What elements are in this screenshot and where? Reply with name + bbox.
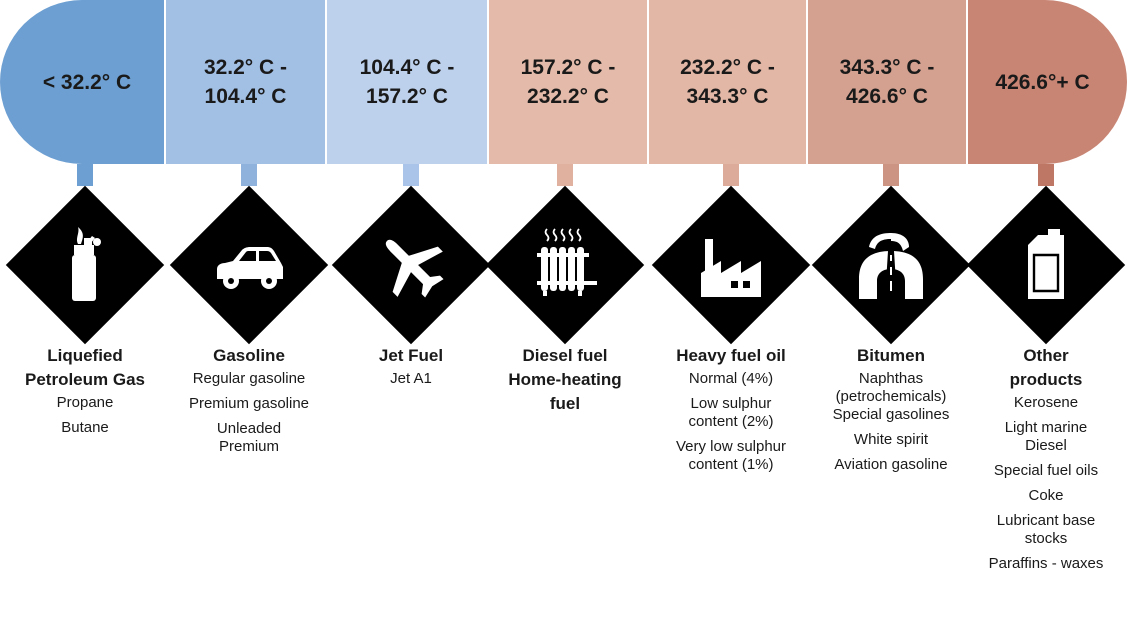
product-title-line: Home-heating [508,370,622,389]
product-title-line: products [1009,370,1083,389]
connector-stem [77,164,93,186]
product-title: Gasoline [170,344,328,368]
product-title-line: Petroleum Gas [25,370,145,389]
temperature-range-4: 157.2° C - 232.2° C [487,0,647,164]
icon-diamond [811,185,971,345]
airplane-icon [385,239,444,298]
product-item: Light marine Diesel [1004,419,1088,454]
product-title-line: Gasoline [213,346,285,365]
product-item: Paraffins - waxes [988,555,1104,572]
product-item: Normal (4%) [688,370,774,387]
temperature-range-3: 104.4° C - 157.2° C [325,0,487,164]
lighter-icon [72,227,101,301]
product-title: Other products [967,344,1125,392]
road-icon [859,233,923,299]
product-item: Propane [56,394,114,411]
connector-stem [241,164,257,186]
product-item: Butane [61,419,109,436]
product-item: Naphthas (petrochemicals) Special gasoline… [832,370,950,423]
product-item: Coke [1028,487,1064,504]
temperature-range-7: 426.6°+ C [966,0,1127,164]
temperature-range-2: 32.2° C - 104.4° C [164,0,325,164]
product-column: Jet Fuel Jet A1 [332,344,490,388]
product-item: Low sulphur content (2%) [688,395,774,430]
product-title: Liquefied Petroleum Gas [6,344,164,392]
product-column: Bitumen Naphthas (petrochemicals) Special g… [812,344,970,474]
temperature-range-1: < 32.2° C [0,0,164,164]
oil-can-icon [1028,229,1064,299]
product-title-line: fuel [549,394,581,413]
connector-stem [1038,164,1054,186]
product-column: Heavy fuel oil Normal (4%) Low sulphur cont… [652,344,810,474]
product-column: Liquefied Petroleum Gas Propane Butane [6,344,164,437]
product-item: White spirit [853,431,929,448]
temperature-range-6: 343.3° C - 426.6° C [806,0,966,164]
product-item: Lubricant base stocks [996,512,1096,547]
temperature-range-5: 232.2° C - 343.3° C [647,0,806,164]
product-item: Premium gasoline [188,395,310,412]
connector-stem [557,164,573,186]
product-title-line: Jet Fuel [378,346,444,365]
connector-stem [403,164,419,186]
product-title: Heavy fuel oil [652,344,810,368]
product-title: Diesel fuel Home-heating fuel [486,344,644,416]
product-title-line: Bitumen [857,346,925,365]
product-title-line: Other [1023,346,1069,365]
product-column: Gasoline Regular gasoline Premium gasoline… [170,344,328,456]
product-item: Regular gasoline [192,370,306,387]
icon-diamond [966,185,1126,345]
icon-diamond [485,185,645,345]
product-title-line: Heavy fuel oil [676,346,786,365]
product-item: Unleaded Premium [216,420,282,455]
car-icon [217,247,283,289]
product-item: Kerosene [1013,394,1079,411]
radiator-icon [537,228,597,296]
product-item: Jet A1 [390,370,432,387]
icon-diamond [651,185,811,345]
factory-icon [701,239,761,297]
icon-diamond [331,185,491,345]
connector-stem [883,164,899,186]
product-title-line: Liquefied [47,346,123,365]
product-column: Diesel fuel Home-heating fuel [486,344,644,416]
icon-diamond [169,185,329,345]
product-column: Other products Kerosene Light marine Diesel S… [967,344,1125,573]
product-item: Special fuel oils [993,462,1099,479]
product-title: Jet Fuel [332,344,490,368]
product-item: Aviation gasoline [834,456,948,473]
connector-stem [723,164,739,186]
product-title: Bitumen [812,344,970,368]
product-item: Very low sulphur content (1%) [675,438,787,473]
icon-diamond [5,185,165,345]
temperature-bar: < 32.2° C 32.2° C - 104.4° C 104.4° C - 15… [0,0,1127,164]
product-title-line: Diesel fuel [522,346,608,365]
